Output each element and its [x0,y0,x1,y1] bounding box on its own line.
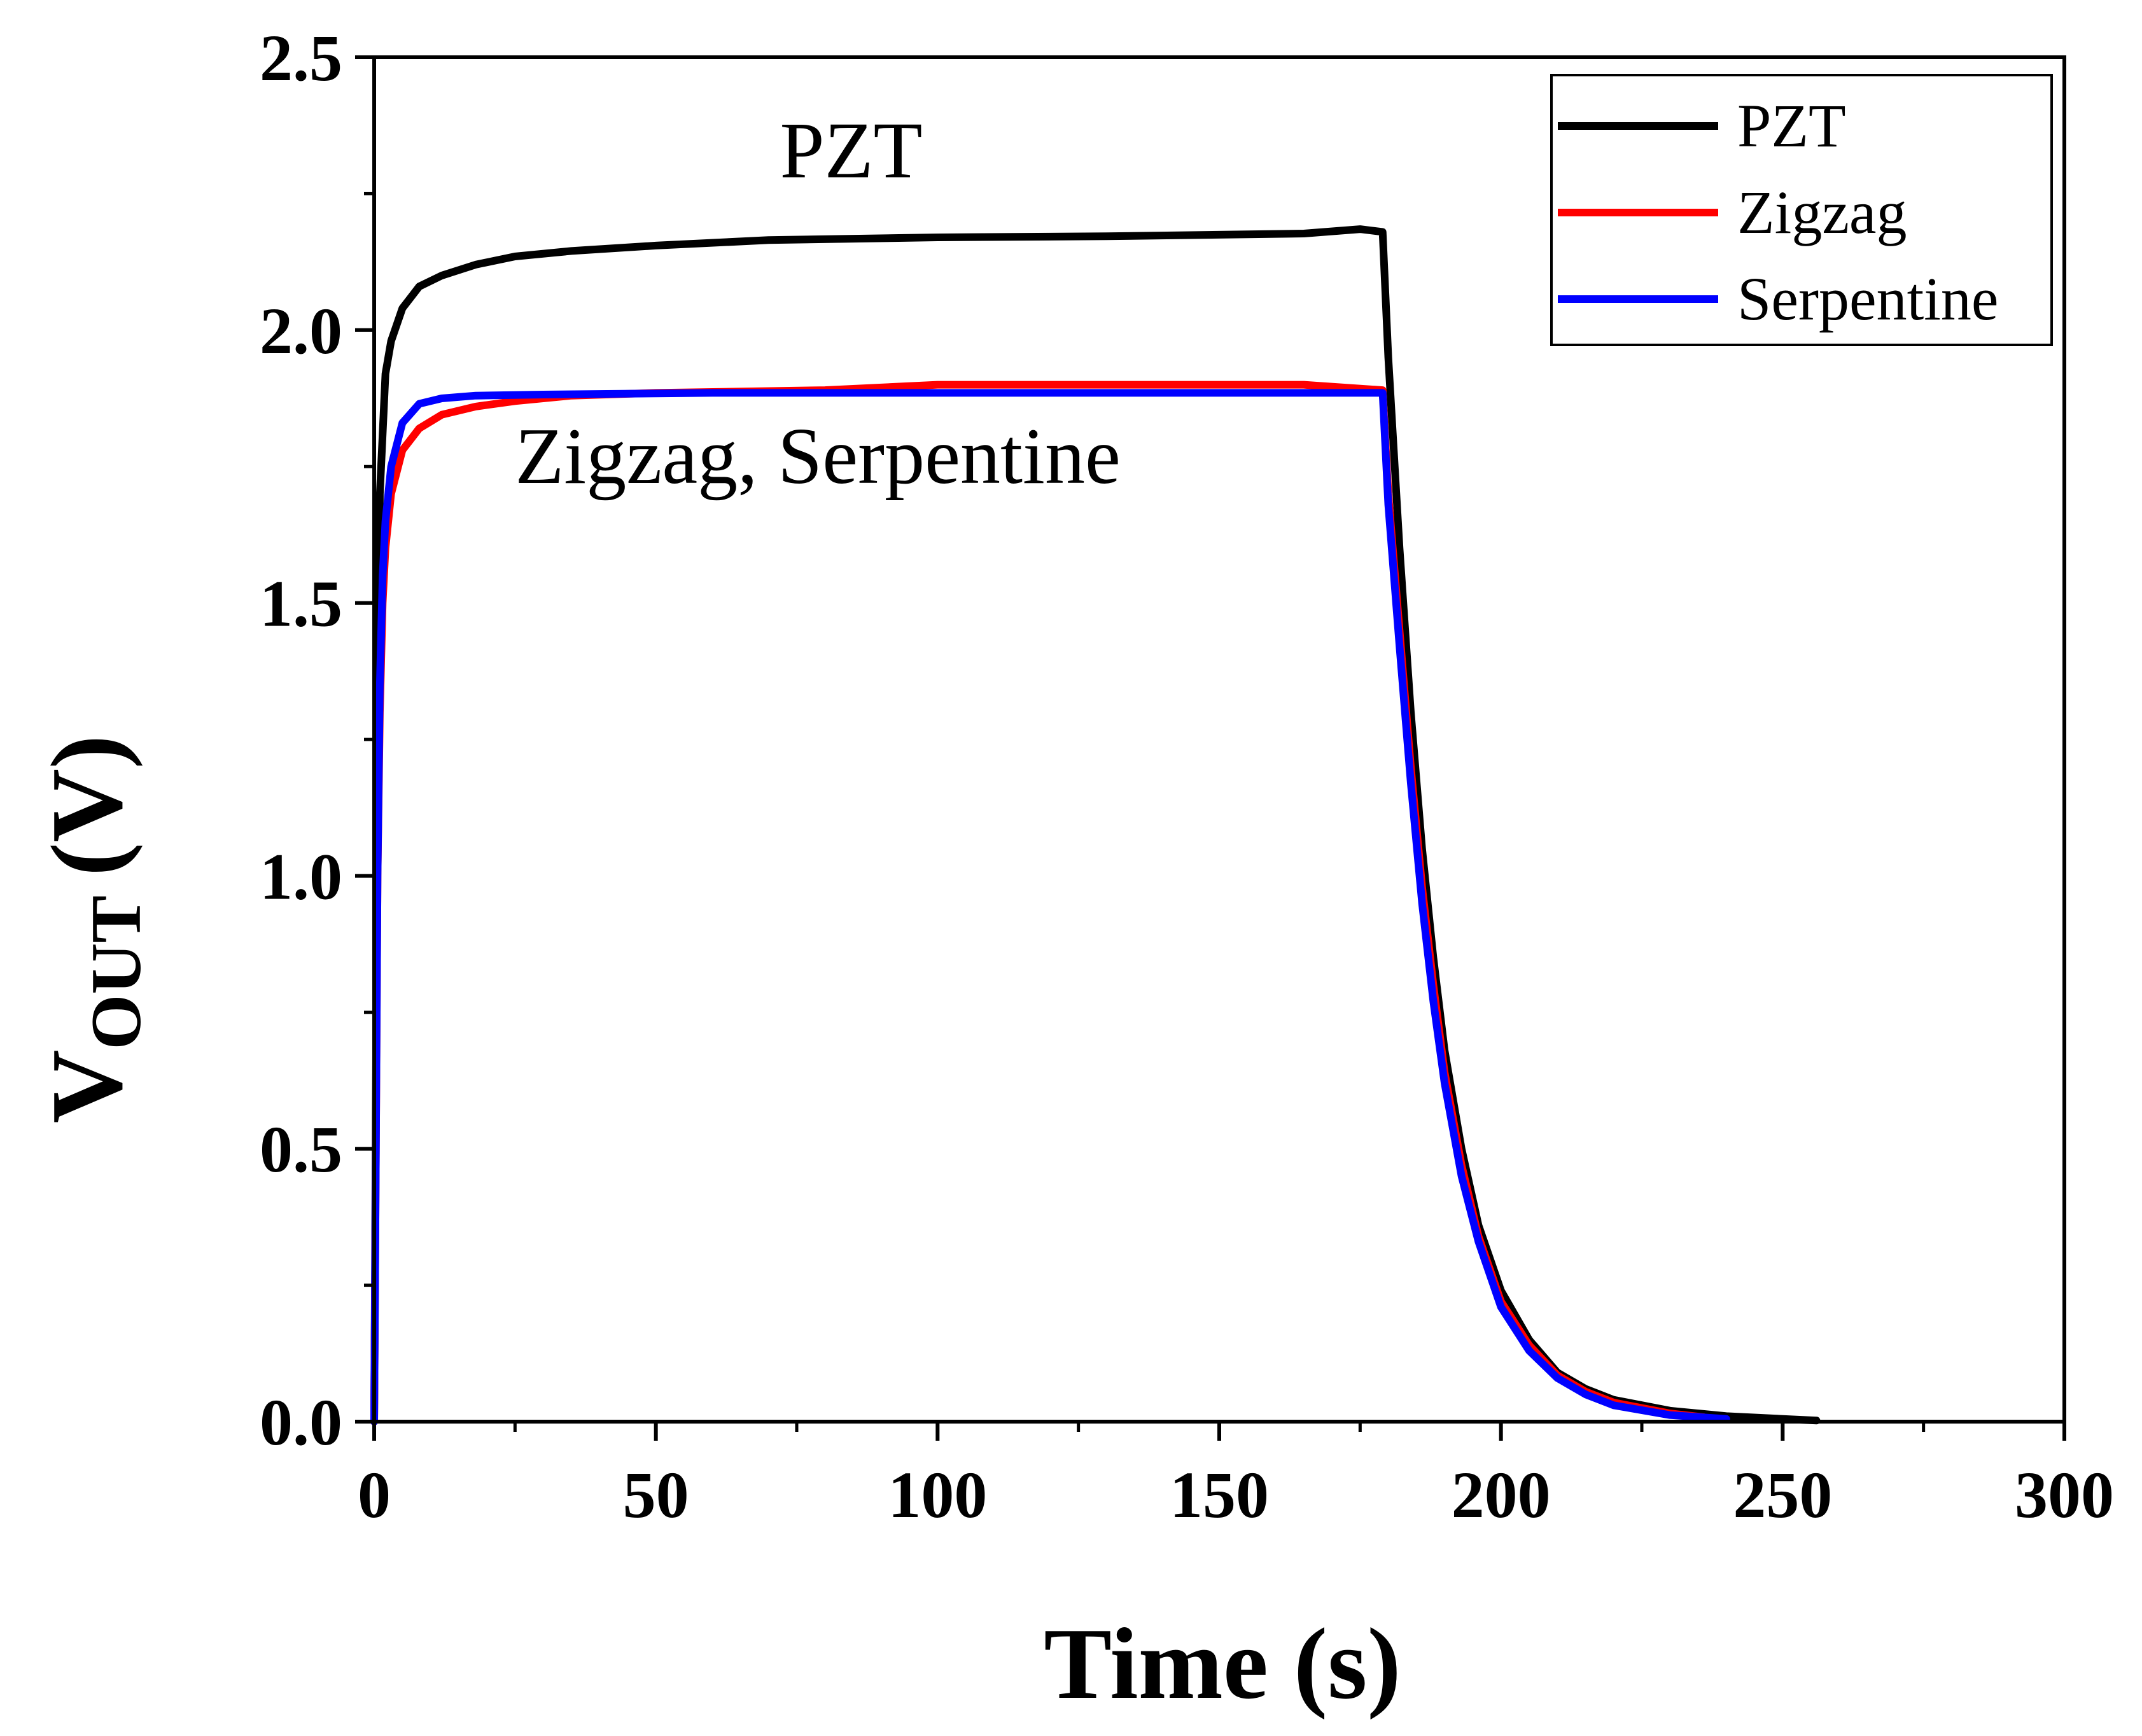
x-tick-label: 50 [623,1459,689,1532]
y-tick-label: 2.0 [260,295,342,368]
legend-label-pzt: PZT [1737,92,1846,160]
annotations: PZT Zigzag, Serpentine [515,107,1121,501]
y-axis-title-unit: (V) [30,735,143,876]
ticks-layer: 0 50 100 150 200 250 300 0.0 0.5 1.0 1.5 2.0 2.5 [260,22,2114,1532]
series-line-pzt [370,225,1821,1425]
y-tick-label: 2.5 [260,22,342,95]
y-axis-title: VOUT (V) [30,735,156,1123]
x-tick-label: 100 [888,1459,987,1532]
x-tick-label: 0 [358,1459,391,1532]
annotation-pzt: PZT [780,107,922,195]
x-tick-label: 250 [1733,1459,1832,1532]
legend: PZT Zigzag Serpentine [1550,74,2053,346]
y-tick-label: 1.0 [260,840,342,913]
annotation-zigzag-serpentine: Zigzag, Serpentine [515,412,1121,501]
x-tick-label: 200 [1452,1459,1551,1532]
series-layer [370,225,1821,1425]
y-tick-label: 0.5 [260,1113,342,1186]
y-axis-title-subscript: OUT [77,895,156,1050]
series-line-serpentine [370,389,1730,1425]
x-tick-label: 300 [2015,1459,2114,1532]
x-axis-title: Time (s) [1044,1607,1401,1720]
y-tick-label: 0.0 [260,1386,342,1459]
legend-label-serpentine: Serpentine [1737,265,1999,333]
legend-label-zigzag: Zigzag [1737,178,1907,246]
series-line-zigzag [370,381,1708,1425]
x-tick-label: 150 [1170,1459,1269,1532]
y-axis-title-main: V [30,1050,143,1124]
y-tick-label: 1.5 [260,568,342,641]
